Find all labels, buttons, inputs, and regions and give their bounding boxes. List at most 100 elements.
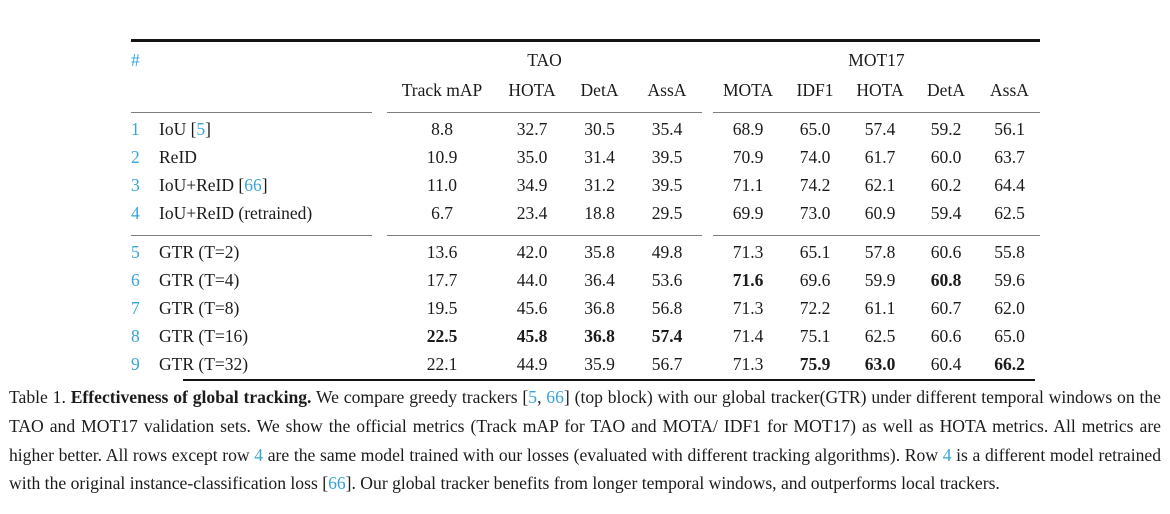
method-name: GTR (T=32): [159, 354, 372, 375]
table-group-header-row: # TAO MOT17: [131, 42, 1040, 77]
group-header-mot17: MOT17: [848, 49, 905, 70]
rule-segment-methods: [131, 234, 372, 236]
metric-value: 71.3: [732, 298, 764, 318]
metric-value: 75.9: [799, 354, 831, 374]
method-name: IoU+ReID [66]: [159, 175, 372, 196]
column-header-tao-hota: HOTA: [508, 80, 556, 100]
column-header-mot-hota: HOTA: [856, 80, 904, 100]
method-name: GTR (T=8): [159, 298, 372, 319]
metric-value: 65.0: [994, 326, 1025, 346]
row-ref-link[interactable]: 4: [254, 444, 264, 465]
text-segment: ReID: [159, 147, 197, 167]
metric-value: 63.7: [994, 147, 1025, 167]
metric-value: 59.9: [864, 270, 896, 290]
row-number: 1: [131, 119, 140, 139]
metric-value: 72.2: [799, 298, 831, 318]
row-number: 2: [131, 147, 140, 167]
rule-segment-mot17: [713, 111, 1040, 113]
rule-segment-tao: [387, 111, 702, 113]
row-number: 4: [131, 203, 140, 223]
metric-value: 42.0: [516, 242, 548, 262]
text-segment: GTR (T=16): [159, 326, 249, 346]
metric-value: 62.0: [994, 298, 1025, 318]
metric-value: 8.8: [431, 119, 453, 139]
text-segment: Table 1.: [9, 387, 71, 407]
metric-value: 64.4: [994, 175, 1025, 195]
table-row: 8 GTR (T=16) 22.5 45.8 36.8 57.4 71.4 75.1 62.5 6…: [131, 323, 1040, 351]
text-segment: IoU [: [159, 119, 197, 139]
column-header-mot-deta: DetA: [927, 80, 965, 100]
citation-link[interactable]: 66: [244, 175, 262, 195]
metric-value: 60.6: [930, 326, 962, 346]
text-segment: GTR (T=4): [159, 270, 240, 290]
table-caption: Table 1. Effectiveness of global trackin…: [9, 383, 1161, 498]
metric-value: 69.6: [799, 270, 831, 290]
metric-value: 44.9: [516, 354, 548, 374]
citation-link[interactable]: 5: [528, 387, 538, 407]
metric-value: 39.5: [651, 147, 683, 167]
table-row: 6 GTR (T=4) 17.7 44.0 36.4 53.6 71.6 69.6 59.9 60…: [131, 267, 1040, 295]
table-row: 2 ReID 10.9 35.0 31.4 39.5 70.9 74.0 61.7 60.0 63.…: [131, 144, 1040, 172]
metric-value: 56.8: [651, 298, 683, 318]
metric-value: 57.4: [651, 326, 683, 346]
metric-value: 36.4: [584, 270, 615, 290]
metric-value: 23.4: [516, 203, 548, 223]
metric-value: 31.2: [584, 175, 615, 195]
metric-value: 59.4: [930, 203, 962, 223]
metric-value: 69.9: [732, 203, 764, 223]
metric-value: 70.9: [732, 147, 764, 167]
row-index-header: #: [131, 49, 140, 70]
metric-value: 35.4: [651, 119, 683, 139]
metric-value: 66.2: [994, 354, 1025, 374]
metric-value: 74.2: [799, 175, 831, 195]
metric-value: 59.2: [930, 119, 962, 139]
metric-value: 18.8: [584, 203, 615, 223]
metric-value: 22.1: [426, 354, 458, 374]
metric-value: 65.1: [799, 242, 831, 262]
method-name: ReID: [159, 147, 372, 168]
table-top-rule: [131, 39, 1040, 42]
block-separator-rule-row: [131, 228, 1040, 239]
row-number: 3: [131, 175, 140, 195]
method-name: GTR (T=16): [159, 326, 372, 347]
header-rule-row: [131, 105, 1040, 116]
metric-value: 74.0: [799, 147, 831, 167]
metric-value: 59.6: [994, 270, 1025, 290]
metric-value: 60.0: [930, 147, 962, 167]
metric-value: 35.0: [516, 147, 548, 167]
metric-value: 62.1: [864, 175, 896, 195]
metric-value: 53.6: [651, 270, 683, 290]
row-ref-link[interactable]: 4: [942, 444, 952, 465]
metric-value: 63.0: [864, 354, 896, 374]
metric-value: 60.9: [864, 203, 896, 223]
table-row: 5 GTR (T=2) 13.6 42.0 35.8 49.8 71.3 65.1 57.8 60…: [131, 239, 1040, 267]
text-segment: ] (top block) with our global tracker(GT…: [9, 387, 1161, 465]
text-segment: ,: [537, 387, 547, 407]
table-row: 9 GTR (T=32) 22.1 44.9 35.9 56.7 71.3 75.9 63.0 6…: [131, 351, 1040, 379]
method-name: GTR (T=4): [159, 270, 372, 291]
row-number: 7: [131, 298, 140, 318]
metric-value: 61.7: [864, 147, 896, 167]
citation-link[interactable]: 66: [328, 473, 346, 494]
metric-value: 71.1: [732, 175, 764, 195]
table-block-greedy-trackers: 1 IoU [5] 8.8 32.7 30.5 35.4 68.9 65.0 57.4 59.2 5…: [131, 116, 1040, 228]
text-segment: GTR (T=32): [159, 354, 249, 374]
metric-value: 55.8: [994, 242, 1025, 262]
citation-link[interactable]: 66: [546, 387, 564, 407]
metric-value: 60.2: [930, 175, 962, 195]
metric-value: 57.4: [864, 119, 896, 139]
column-header-mot-assa: AssA: [990, 80, 1029, 100]
metric-value: 71.4: [732, 326, 764, 346]
metric-value: 32.7: [516, 119, 548, 139]
metric-value: 62.5: [864, 326, 896, 346]
metric-value: 56.1: [994, 119, 1025, 139]
metric-value: 10.9: [426, 147, 458, 167]
column-header-idf1: IDF1: [796, 80, 834, 100]
citation-link[interactable]: 5: [196, 119, 206, 139]
rule-segment-mot17: [713, 234, 1040, 236]
method-name: GTR (T=2): [159, 242, 372, 263]
row-number: 8: [131, 326, 140, 346]
text-segment: GTR (T=2): [159, 242, 240, 262]
metric-value: 60.7: [930, 298, 962, 318]
